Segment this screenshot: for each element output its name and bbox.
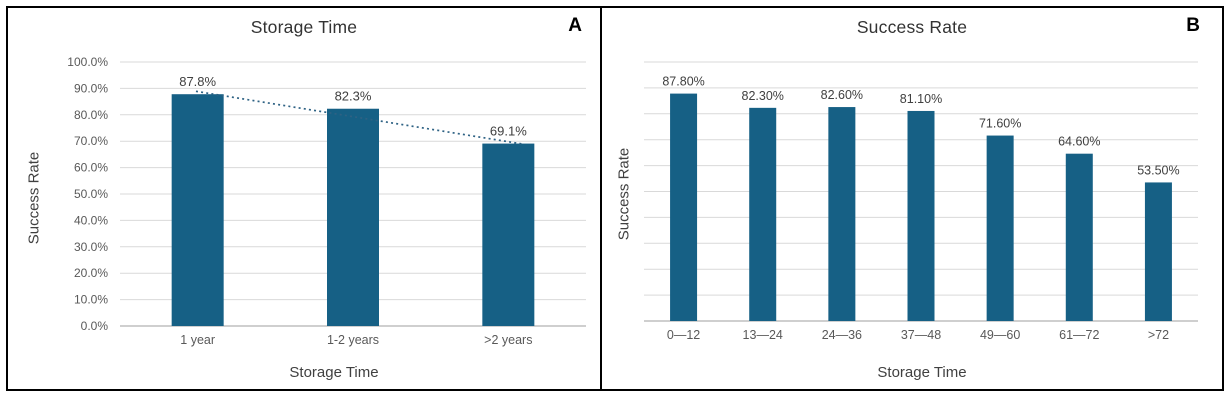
- chart-a-x-axis-title: Storage Time: [289, 364, 379, 381]
- bar-data-label: 71.60%: [979, 117, 1021, 131]
- x-category-label: 37—48: [901, 328, 941, 342]
- bar-data-label: 81.10%: [900, 92, 942, 106]
- panel-a: Storage Time A Success Rate 0.0% 10.0% 20.…: [8, 8, 600, 389]
- y-tick-label: 80.0%: [74, 108, 108, 122]
- x-category-label: 24—36: [822, 328, 862, 342]
- y-tick-label: 70.0%: [74, 134, 108, 148]
- y-tick-label: 60.0%: [74, 161, 108, 175]
- bar: [171, 94, 224, 326]
- bar-data-label: 82.3%: [335, 89, 372, 104]
- bar: [749, 107, 777, 321]
- bar: [986, 135, 1014, 321]
- x-category-label: 1 year: [180, 333, 215, 347]
- panel-divider: [600, 8, 602, 389]
- figure-frame: Storage Time A Success Rate 0.0% 10.0% 20.…: [6, 6, 1224, 391]
- panel-b: Success Rate B Success Rate 87.80% 82.30%…: [602, 8, 1222, 389]
- bar-chart-a: 0.0% 10.0% 20.0% 30.0% 40.0% 50.0% 60.0% 70.0% 8…: [67, 55, 586, 347]
- bar: [1144, 182, 1172, 321]
- y-tick-label: 30.0%: [74, 240, 108, 254]
- x-category-label: >72: [1148, 328, 1169, 342]
- x-category-label: 49—60: [980, 328, 1020, 342]
- x-category-label: 13—24: [743, 328, 783, 342]
- y-tick-label: 40.0%: [74, 213, 108, 227]
- y-tick-label: 0.0%: [81, 319, 109, 333]
- bar: [482, 143, 535, 326]
- bar-data-label: 87.8%: [179, 74, 216, 89]
- bar-data-label: 82.30%: [742, 89, 784, 103]
- bar: [1065, 153, 1093, 321]
- bar: [327, 108, 379, 326]
- bar-chart-b: 87.80% 82.30% 82.60% 81.10% 71.60% 64.60% 53.5…: [644, 61, 1198, 342]
- x-category-label: >2 years: [484, 333, 532, 347]
- trendline: [195, 90, 524, 145]
- bar-data-label: 82.60%: [821, 88, 863, 102]
- chart-b-x-axis-title: Storage Time: [877, 364, 967, 381]
- panel-a-letter: A: [568, 15, 582, 36]
- y-tick-label: 10.0%: [74, 293, 108, 307]
- x-category-label: 1-2 years: [327, 333, 379, 347]
- x-category-label: 61—72: [1059, 328, 1099, 342]
- y-tick-label: 50.0%: [74, 187, 108, 201]
- bar-data-label: 69.1%: [490, 124, 527, 139]
- bar: [907, 110, 935, 322]
- chart-b-title: Success Rate: [856, 17, 968, 37]
- chart-a-title: Storage Time: [250, 17, 358, 37]
- panel-b-letter: B: [1186, 15, 1200, 36]
- bar: [828, 107, 856, 321]
- bar-data-label: 87.80%: [662, 75, 704, 89]
- y-tick-label: 100.0%: [67, 55, 108, 69]
- bar-data-label: 64.60%: [1058, 135, 1100, 149]
- bar: [670, 93, 698, 322]
- y-tick-label: 20.0%: [74, 266, 108, 280]
- y-tick-label: 90.0%: [74, 81, 108, 95]
- bar-data-label: 53.50%: [1137, 163, 1179, 177]
- x-category-label: 0—12: [667, 328, 700, 342]
